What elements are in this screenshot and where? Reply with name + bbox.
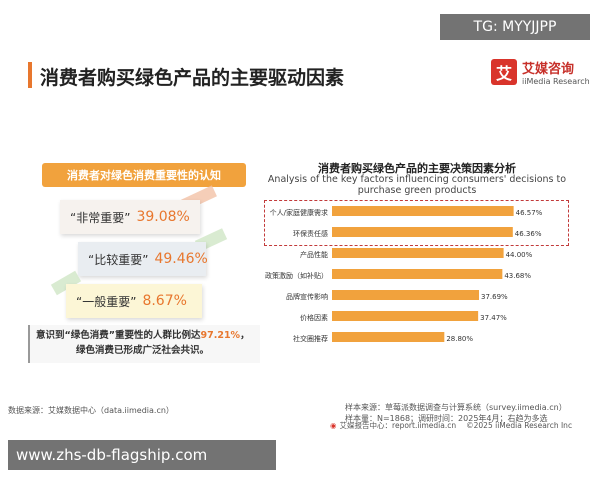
logo-text: 艾媒咨询 iiMedia Research xyxy=(522,58,590,86)
bar xyxy=(332,227,513,237)
awareness-value: 39.08% xyxy=(136,209,190,225)
value-label: 43.68% xyxy=(504,272,531,280)
logo-mark-icon: 艾 xyxy=(491,59,517,85)
data-source: 数据来源：艾媒数据中心（data.iimedia.cn） xyxy=(8,406,174,415)
sample-source: 样本来源：草莓派数据调查与计算系统（survey.iimedia.cn） xyxy=(345,403,567,412)
value-label: 37.47% xyxy=(480,314,507,322)
bar xyxy=(332,311,479,321)
copyright: ©2025 iiMedia Research Inc xyxy=(466,420,573,430)
brand-logo: 艾 艾媒咨询 iiMedia Research xyxy=(491,58,590,86)
chart-subtitle: Analysis of the key factors influencing … xyxy=(267,174,567,196)
watermark-top: TG: MYYJJPP xyxy=(440,14,590,40)
chart-title: 消费者购买绿色产品的主要决策因素分析 xyxy=(318,162,516,175)
value-label: 44.00% xyxy=(506,251,533,259)
value-label: 28.80% xyxy=(446,335,473,343)
category-label: 价格因素 xyxy=(300,313,328,322)
highlight-dashed-box xyxy=(264,200,569,246)
sample-size: 样本量：N=1868；调研时间：2025年4月；右趋为多选 xyxy=(345,414,548,423)
awareness-note-very: “非常重要” 39.08% xyxy=(60,200,200,234)
page-title: 消费者购买绿色产品的主要驱动因素 xyxy=(40,67,345,89)
category-label: 环保责任感 xyxy=(293,229,328,238)
awareness-value: 49.46% xyxy=(154,251,208,267)
bar xyxy=(332,269,503,279)
summary-text: 意识到“绿色消费”重要性的人群比例达 xyxy=(36,330,201,341)
summary-highlight: 97.21% xyxy=(200,330,241,341)
footer-bar: ◉ 艾媒报告中心：report.iimedia.cn ©2025 iiMedia… xyxy=(330,419,590,431)
summary-line2: 绿色消费已形成广泛社会共识。 xyxy=(76,345,210,356)
awareness-note-fairly: “比较重要” 49.46% xyxy=(78,242,208,276)
awareness-label: “一般重要” xyxy=(76,294,137,309)
sample-info: 样本来源：草莓派数据调查与计算系统（survey.iimedia.cn） 样本量… xyxy=(345,402,567,424)
category-label: 个人/家庭健康需求 xyxy=(270,208,328,217)
value-label: 46.36% xyxy=(515,230,542,238)
logo-name-en: iiMedia Research xyxy=(522,77,590,86)
report-center-icon: ◉ xyxy=(330,420,337,430)
value-label: 37.69% xyxy=(481,293,508,301)
factors-bar-chart: 个人/家庭健康需求 46.57% 环保责任感 46.36% 产品性能 44.00% 政策激励… xyxy=(265,206,543,343)
bar xyxy=(332,248,504,258)
awareness-label: “比较重要” xyxy=(88,252,149,267)
bar xyxy=(332,290,479,300)
title-accent-bar xyxy=(28,62,32,88)
awareness-badge: 消费者对绿色消费重要性的认知 xyxy=(42,163,246,187)
summary-punct: ， xyxy=(240,330,250,341)
bar xyxy=(332,206,514,216)
awareness-label: “非常重要” xyxy=(70,210,131,225)
awareness-summary: 意识到“绿色消费”重要性的人群比例达97.21%， 绿色消费已形成广泛社会共识。 xyxy=(28,325,260,363)
awareness-value: 8.67% xyxy=(142,293,187,309)
logo-name-cn: 艾媒咨询 xyxy=(522,62,575,77)
report-center: 艾媒报告中心：report.iimedia.cn xyxy=(339,420,457,430)
category-label: 社交圈推荐 xyxy=(293,334,328,343)
category-label: 政策激励（如补贴） xyxy=(265,271,328,280)
bar xyxy=(332,332,445,342)
watermark-bottom: www.zhs-db-flagship.com xyxy=(8,440,276,470)
category-label: 产品性能 xyxy=(300,250,328,259)
category-label: 品牌宣传影响 xyxy=(286,292,328,301)
awareness-note-moderate: “一般重要” 8.67% xyxy=(66,284,202,318)
value-label: 46.57% xyxy=(516,209,543,217)
